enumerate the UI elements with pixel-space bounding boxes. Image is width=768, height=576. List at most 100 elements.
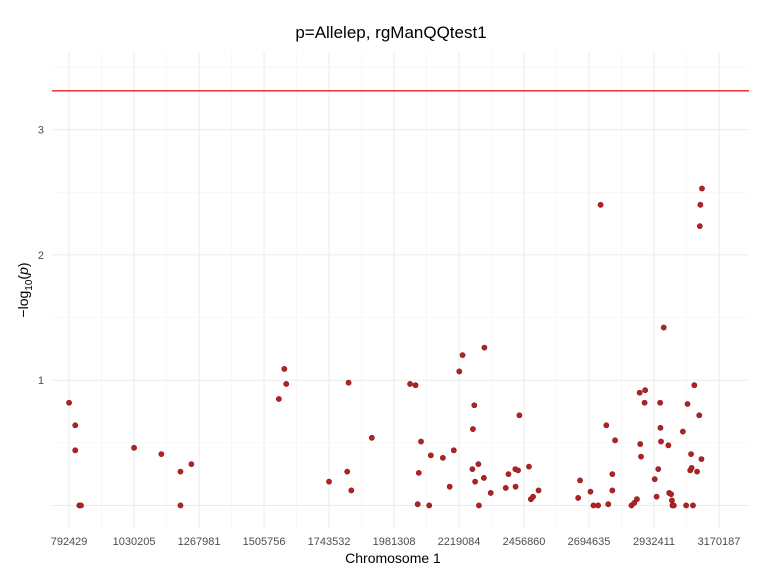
snp-point xyxy=(475,461,482,468)
snp-point xyxy=(66,399,72,406)
snp-point xyxy=(481,344,488,351)
x-tick-label: 3170187 xyxy=(698,536,741,548)
snp-point xyxy=(72,447,79,454)
snp-point xyxy=(502,485,509,491)
snp-point xyxy=(658,438,664,445)
snp-point xyxy=(575,495,582,501)
y-axis-title-variable: p xyxy=(15,267,31,276)
snp-point xyxy=(657,424,664,431)
snp-point xyxy=(641,399,648,406)
snp-point xyxy=(368,434,375,441)
snp-point xyxy=(418,438,424,445)
snp-point xyxy=(283,381,290,387)
snp-point xyxy=(446,483,453,490)
snp-point xyxy=(699,185,705,192)
snp-point xyxy=(188,461,195,468)
snp-point xyxy=(688,464,695,471)
snp-point xyxy=(476,502,482,509)
snp-point xyxy=(609,487,616,494)
snp-point xyxy=(612,437,618,444)
snp-point xyxy=(577,477,583,484)
snp-point xyxy=(669,497,675,504)
snp-point xyxy=(597,201,604,208)
snp-point xyxy=(679,428,686,435)
y-axis-title-subscript: 10 xyxy=(24,279,35,291)
snp-point xyxy=(72,422,79,429)
snp-point xyxy=(344,468,351,475)
y-axis-title-close-paren: ) xyxy=(15,262,31,267)
snp-point xyxy=(688,451,694,457)
x-tick-label: 2932411 xyxy=(633,536,675,548)
snp-point xyxy=(670,502,677,509)
snp-point xyxy=(516,412,523,419)
snp-point xyxy=(439,454,446,461)
data-points xyxy=(66,185,705,509)
snp-point xyxy=(78,502,84,509)
y-tick-label: 1 xyxy=(38,375,44,387)
x-tick-label: 1743532 xyxy=(308,536,351,548)
snp-point xyxy=(605,501,612,508)
x-tick-label: 1030205 xyxy=(113,536,156,548)
snp-point xyxy=(456,368,463,375)
snp-point xyxy=(275,396,282,402)
snp-point xyxy=(472,478,479,485)
snp-point xyxy=(471,402,478,409)
snp-point xyxy=(526,463,532,470)
x-tick-label: 792429 xyxy=(51,536,88,548)
minor-gridlines xyxy=(52,52,749,528)
snp-point xyxy=(281,366,288,372)
snp-point xyxy=(683,502,690,509)
x-tick-label: 1505756 xyxy=(243,536,286,548)
snp-point xyxy=(655,466,662,473)
snp-point xyxy=(459,352,466,359)
snp-point xyxy=(651,476,658,483)
snp-point xyxy=(660,324,667,331)
snp-point xyxy=(684,401,691,407)
x-axis-tick-labels: 792429 1030205 1267981 1505756 1743532 198130… xyxy=(51,536,741,548)
snp-point xyxy=(535,487,542,494)
snp-point xyxy=(637,441,644,447)
x-tick-label: 2219084 xyxy=(438,536,481,548)
snp-point xyxy=(348,487,355,494)
snp-point xyxy=(668,491,674,498)
snp-point xyxy=(638,453,644,460)
snp-point xyxy=(657,399,664,406)
snp-point xyxy=(177,468,184,475)
snp-point xyxy=(698,456,705,463)
chart-title: p=Allelep, rgManQQtest1 xyxy=(295,23,486,42)
y-tick-label: 2 xyxy=(38,250,44,262)
snp-point xyxy=(470,426,476,432)
snp-point xyxy=(697,201,704,208)
y-axis-title-log: −log xyxy=(15,291,31,318)
y-axis-title-open-paren: ( xyxy=(15,275,31,280)
snp-point xyxy=(696,223,703,230)
snp-point xyxy=(690,502,696,509)
snp-point xyxy=(177,502,184,509)
snp-point xyxy=(694,468,700,475)
snp-point xyxy=(412,382,419,389)
snp-point xyxy=(696,412,703,419)
snp-point xyxy=(505,471,512,478)
snp-point xyxy=(407,381,413,387)
snp-point xyxy=(609,471,616,478)
y-axis-title: −log10(p) xyxy=(15,262,35,317)
snp-point xyxy=(480,474,487,481)
major-gridlines xyxy=(52,52,749,528)
snp-point xyxy=(634,496,640,503)
x-tick-label: 1981308 xyxy=(373,536,416,548)
snp-point xyxy=(426,502,433,509)
x-axis-title: Chromosome 1 xyxy=(345,550,441,566)
snp-point xyxy=(691,382,698,389)
snp-point xyxy=(415,469,422,476)
y-tick-label: 3 xyxy=(38,125,44,137)
snp-point xyxy=(595,502,602,509)
snp-point xyxy=(587,488,594,495)
snp-point xyxy=(487,490,494,496)
snp-point xyxy=(665,442,672,449)
snp-point xyxy=(427,452,434,459)
x-tick-label: 2694635 xyxy=(568,536,611,548)
y-axis-tick-labels: 1 2 3 xyxy=(38,125,44,388)
snp-point xyxy=(450,447,457,454)
snp-point xyxy=(642,387,649,394)
